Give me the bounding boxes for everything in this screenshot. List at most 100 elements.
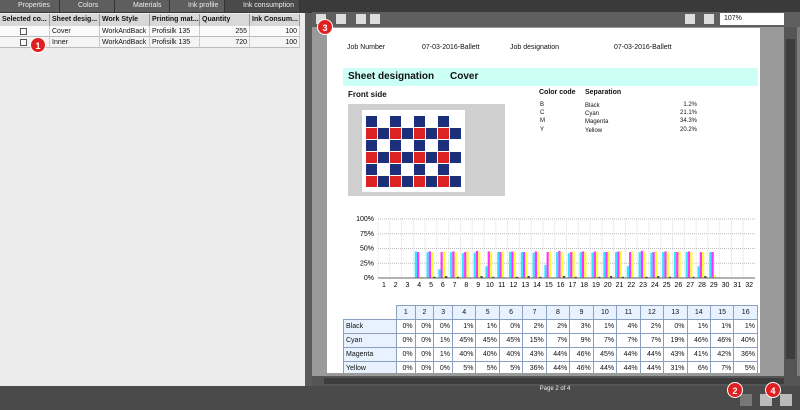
table-cell: 1% xyxy=(434,348,453,362)
col-header: Color code xyxy=(539,89,576,96)
button[interactable] xyxy=(336,14,346,24)
zoom-field[interactable]: 107% xyxy=(720,13,784,25)
bar xyxy=(570,252,572,278)
bar xyxy=(488,251,490,278)
bar xyxy=(556,252,558,278)
table-cell: 100 xyxy=(250,37,300,48)
table-cell: 255 xyxy=(200,26,250,37)
x-tick-label: 30 xyxy=(722,282,730,289)
color-percent: 1.2% xyxy=(657,102,697,108)
color-percent: 34.3% xyxy=(657,118,697,124)
tab[interactable]: Properties xyxy=(0,0,60,12)
table-cell: 40% xyxy=(499,348,522,362)
bar xyxy=(415,251,417,278)
table-cell: WorkAndBack xyxy=(100,26,150,37)
table-cell: Cover xyxy=(50,26,100,37)
column-header: 7 xyxy=(523,306,546,320)
refresh-button[interactable] xyxy=(740,394,752,406)
bar xyxy=(455,252,457,278)
table-cell: 43% xyxy=(664,348,687,362)
table-cell: 4% xyxy=(617,320,640,334)
table-cell: 7% xyxy=(617,334,640,348)
x-tick-label: 32 xyxy=(745,282,753,289)
y-tick-label: 100% xyxy=(356,216,374,223)
x-tick-label: 14 xyxy=(533,282,541,289)
bar xyxy=(476,251,478,278)
x-tick-label: 23 xyxy=(639,282,647,289)
x-tick-label: 6 xyxy=(441,282,445,289)
status-bar: Page 2 of 4 xyxy=(0,386,800,410)
bar xyxy=(662,252,664,278)
table-cell: Inner xyxy=(50,37,100,48)
bar xyxy=(608,251,610,278)
v-scrollbar[interactable] xyxy=(784,27,797,376)
tab[interactable]: Ink consumption xyxy=(225,0,300,12)
bar xyxy=(643,252,645,278)
table-cell: 41% xyxy=(687,348,710,362)
button[interactable] xyxy=(370,14,380,24)
x-tick-label: 1 xyxy=(382,282,386,289)
bar xyxy=(478,252,480,278)
bar xyxy=(674,252,676,278)
table-cell: 46% xyxy=(710,334,733,348)
column-header: 14 xyxy=(687,306,710,320)
y-tick-label: 25% xyxy=(360,260,374,267)
table-cell: Profisilk 135 xyxy=(150,26,200,37)
splitter xyxy=(305,13,312,386)
bar xyxy=(667,252,669,278)
table-cell: 46% xyxy=(570,348,593,362)
tab[interactable]: Materials xyxy=(115,0,170,12)
button[interactable] xyxy=(704,14,714,24)
bar xyxy=(603,252,605,278)
bar xyxy=(582,251,584,278)
x-tick-label: 28 xyxy=(698,282,706,289)
checkbox[interactable] xyxy=(20,28,27,35)
row-header: Cyan xyxy=(344,334,397,348)
x-tick-label: 20 xyxy=(604,282,612,289)
bar xyxy=(620,251,622,278)
bar xyxy=(429,251,431,278)
bar xyxy=(615,252,617,278)
table-cell: 0% xyxy=(664,320,687,334)
table-cell: 5% xyxy=(476,362,499,374)
bar xyxy=(568,253,570,278)
button[interactable] xyxy=(685,14,695,24)
table-cell: 44% xyxy=(546,348,569,362)
x-tick-label: 27 xyxy=(686,282,694,289)
row-header: Black xyxy=(344,320,397,334)
column-header: 12 xyxy=(640,306,663,320)
column-header: 9 xyxy=(570,306,593,320)
x-tick-label: 22 xyxy=(627,282,635,289)
color-name: Yellow xyxy=(585,128,602,134)
table-cell: 19% xyxy=(664,334,687,348)
table-cell: 5% xyxy=(499,362,522,374)
bar xyxy=(558,251,560,278)
bar xyxy=(417,252,419,278)
h-scrollbar[interactable] xyxy=(312,376,800,386)
x-tick-label: 4 xyxy=(417,282,421,289)
checkbox[interactable] xyxy=(20,39,27,46)
table-cell: 43% xyxy=(523,348,546,362)
bar xyxy=(580,252,582,278)
corner-cell xyxy=(344,306,397,320)
bar xyxy=(523,252,525,278)
bar xyxy=(591,253,593,278)
color-name: Cyan xyxy=(585,111,599,117)
bar xyxy=(426,252,428,278)
button[interactable] xyxy=(356,14,366,24)
tab[interactable]: Ink profile xyxy=(170,0,225,12)
tab[interactable]: Colors xyxy=(60,0,115,12)
row-header: Magenta xyxy=(344,348,397,362)
bar xyxy=(485,266,487,278)
column-header: 2 xyxy=(415,306,434,320)
save-button[interactable] xyxy=(780,394,792,406)
bar xyxy=(502,251,504,278)
table-cell: 0% xyxy=(415,348,434,362)
sheet-preview xyxy=(348,104,505,196)
table-cell: 42% xyxy=(710,348,733,362)
bar xyxy=(431,252,433,278)
table-cell: 7% xyxy=(640,334,663,348)
table-cell: 36% xyxy=(523,362,546,374)
bar xyxy=(596,252,598,278)
